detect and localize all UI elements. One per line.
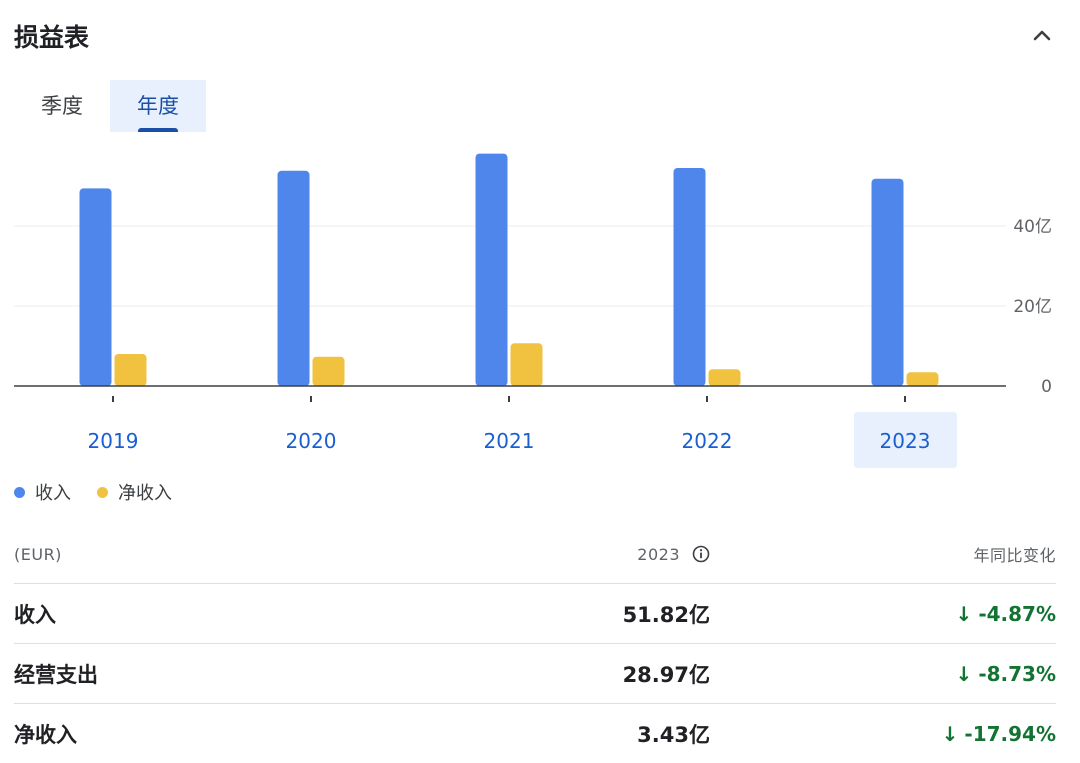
table-header-row: (EUR) 2023 年同比变化 (14, 525, 1056, 584)
revenue-bar (673, 168, 706, 386)
row-change-value: -8.73% (978, 661, 1056, 686)
net-income-bar (708, 369, 741, 386)
legend-label-revenue: 收入 (35, 483, 71, 504)
year-label-2022[interactable]: 2022 (682, 429, 733, 453)
legend-dot-net-income (97, 486, 108, 498)
tab-annual[interactable]: 年度 (110, 80, 206, 132)
year-label-2019[interactable]: 2019 (88, 429, 139, 453)
net-income-bar (906, 372, 939, 386)
row-change-value: -4.87% (978, 601, 1056, 626)
row-change-value: -17.94% (964, 721, 1056, 746)
row-value: 51.82亿 (622, 602, 710, 627)
revenue-bar (277, 170, 310, 386)
selected-year-highlight (854, 412, 957, 468)
info-icon[interactable] (692, 545, 710, 563)
row-change: ↓ -4.87% (956, 584, 1056, 643)
revenue-bar (871, 178, 904, 386)
net-income-bar (510, 343, 543, 386)
year-label-2021[interactable]: 2021 (484, 429, 535, 453)
change-header: 年同比变化 (973, 546, 1056, 565)
row-value: 3.43亿 (637, 722, 710, 747)
row-label: 收入 (14, 602, 56, 627)
year-label-2023[interactable]: 2023 (880, 429, 931, 453)
legend-item-net-income: 净收入 (97, 479, 172, 505)
active-tab-indicator (138, 128, 178, 132)
row-change: ↓ -8.73% (956, 644, 1056, 703)
y-tick-label: 0 (1041, 377, 1052, 397)
arrow-down-icon: ↓ (955, 601, 973, 626)
row-value: 28.97亿 (622, 662, 710, 687)
row-change: ↓ -17.94% (942, 704, 1056, 763)
chevron-up-icon[interactable] (1030, 24, 1054, 48)
income-statement-header: 损益表 (0, 0, 1080, 70)
year-label-2020[interactable]: 2020 (286, 429, 337, 453)
section-title: 损益表 (14, 23, 90, 52)
tab-quarterly[interactable]: 季度 (14, 80, 110, 132)
row-label: 净收入 (14, 722, 77, 747)
income-table: (EUR) 2023 年同比变化 收入 51.82亿 ↓ -4.87% 经营支出… (14, 525, 1056, 763)
period-header: 2023 (637, 525, 710, 583)
revenue-bar (475, 153, 508, 386)
period-header-label: 2023 (637, 544, 680, 564)
y-tick-label: 20亿 (1013, 297, 1052, 317)
revenue-bar (79, 188, 112, 386)
y-tick-label: 40亿 (1013, 217, 1052, 237)
chart-legend: 收入 净收入 (14, 480, 198, 504)
table-row: 净收入 3.43亿 ↓ -17.94% (14, 704, 1056, 763)
arrow-down-icon: ↓ (941, 721, 959, 746)
income-bar-chart: 0 20亿 40亿 2019 2020 2021 2022 2023 (14, 153, 1052, 468)
legend-label-net-income: 净收入 (118, 483, 172, 504)
legend-dot-revenue (14, 486, 25, 498)
legend-item-revenue: 收入 (14, 479, 71, 505)
table-row: 经营支出 28.97亿 ↓ -8.73% (14, 644, 1056, 704)
table-row: 收入 51.82亿 ↓ -4.87% (14, 584, 1056, 644)
currency-header: (EUR) (14, 544, 62, 564)
net-income-bar (114, 354, 147, 386)
arrow-down-icon: ↓ (955, 661, 973, 686)
net-income-bar (312, 356, 345, 386)
row-label: 经营支出 (14, 662, 98, 687)
tab-quarterly-label: 季度 (41, 94, 83, 118)
tab-annual-label: 年度 (137, 94, 179, 118)
